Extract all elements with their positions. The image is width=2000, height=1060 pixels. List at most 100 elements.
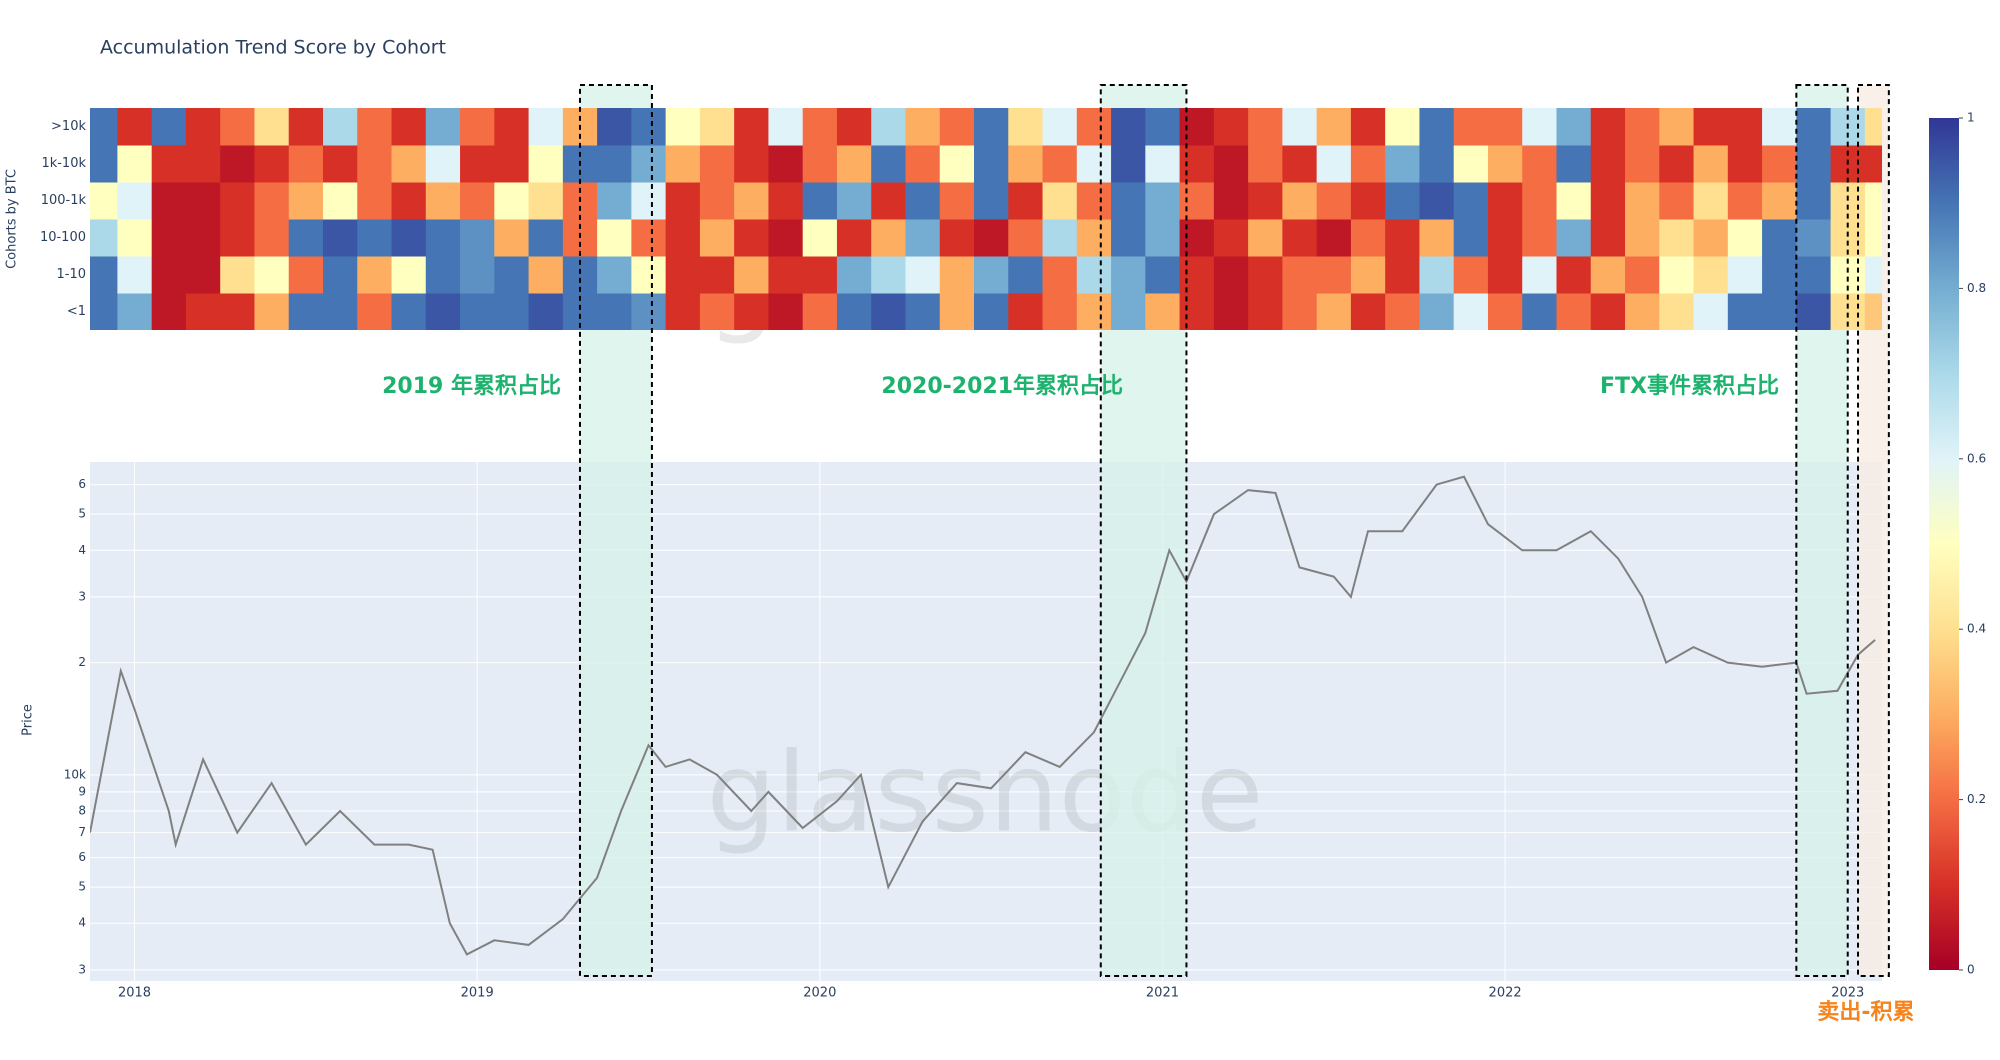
heatmap-cell [1693,219,1729,257]
heatmap-cell [90,145,118,183]
heatmap-cell [836,219,872,257]
heatmap-cell [974,219,1009,257]
y-tick-label: 100-1k [41,193,87,208]
heatmap-cell [151,182,187,220]
heatmap-cell [1042,145,1078,183]
heatmap-cell [1419,293,1455,330]
heatmap-cell [1864,256,1882,294]
heatmap-cell [905,145,941,183]
heatmap-cell [1487,293,1523,330]
heatmap-cell [1145,293,1181,330]
heatmap-cell [117,293,153,330]
heatmap-cell [254,108,290,146]
heatmap-cell [90,182,118,220]
heatmap-cell [1864,219,1882,257]
heatmap-cell [1076,256,1112,294]
heatmap-cell [90,293,118,330]
heatmap-cell [1350,108,1386,146]
y-tick-label: 3 [78,589,86,603]
heatmap-cell [1282,256,1318,294]
heatmap-cell [1659,293,1695,330]
heatmap-cell [1522,182,1557,220]
y-tick-label: 10k [64,767,86,781]
heatmap-cell [425,145,461,183]
heatmap-cell [1008,219,1044,257]
heatmap-cell [905,293,941,330]
x-tick-label: 2022 [1489,986,1522,1001]
heatmap-cell [699,145,735,183]
heatmap-cell [1762,256,1797,294]
heatmap-cell [1727,145,1763,183]
heatmap-cell [734,293,769,330]
heatmap-cell [1076,219,1112,257]
heatmap-cell [288,256,324,294]
heatmap-cell [699,182,735,220]
price-line [90,475,1876,956]
heatmap-cell [836,108,872,146]
heatmap-cell [1659,219,1695,257]
heatmap-cell [1522,293,1557,330]
heatmap-cell [1213,293,1249,330]
heatmap-cell [1111,182,1146,220]
heatmap-cell [939,145,975,183]
heatmap-cell [1727,219,1763,257]
heatmap-cell [117,256,153,294]
heatmap-cell [1693,145,1729,183]
heatmap-cell [1008,182,1044,220]
heatmap-cell [357,108,393,146]
heatmap-cell [1625,108,1660,146]
heatmap-cell [1248,256,1283,294]
heatmap-cell [905,256,941,294]
heatmap-cell [1213,219,1249,257]
colorbar-tick-label: 0 [1967,963,1975,977]
heatmap-cell [220,182,255,220]
heatmap-cell [665,293,701,330]
y-tick-label: 6 [78,477,86,491]
heatmap-cell [322,219,358,257]
heatmap-cell [802,293,838,330]
heatmap-cell [1248,219,1283,257]
highlight-outline [1795,84,1849,977]
heatmap-cell [1419,182,1455,220]
heatmap-cell [117,182,153,220]
heatmap-cell [665,219,701,257]
heatmap-cell [460,219,495,257]
heatmap-cell [631,182,667,220]
heatmap-cell [836,145,872,183]
highlight-outline [1857,84,1890,977]
heatmap-cell [1076,145,1112,183]
heatmap-cell [185,108,221,146]
heatmap-cell [768,108,804,146]
heatmap-cell [220,219,255,257]
heatmap-cell [905,219,941,257]
heatmap-cell [1282,182,1318,220]
heatmap-cell [528,293,564,330]
heatmap-cell [254,219,290,257]
heatmap-cell [597,108,632,146]
heatmap-cell [1248,145,1283,183]
x-tick-label: 2020 [803,986,836,1001]
y-tick-label: 5 [78,507,86,521]
heatmap-cell [631,256,667,294]
heatmap-cell [1385,145,1420,183]
plot-background [90,462,1882,981]
colorbar-tick-label: 1 [1967,111,1975,125]
heatmap-cell [1556,219,1592,257]
heatmap-cell [288,108,324,146]
heatmap-cell [1316,182,1352,220]
heatmap-cell [1042,182,1078,220]
heatmap-cell [974,293,1009,330]
heatmap-cell [1145,145,1181,183]
y-tick-label: 9 [78,784,86,798]
heatmap-cell [1213,108,1249,146]
heatmap-cell [220,256,255,294]
heatmap-cell [1145,256,1181,294]
heatmap-cell [288,219,324,257]
heatmap-cell [1625,256,1660,294]
heatmap-cell [665,108,701,146]
heatmap-cell [905,182,941,220]
heatmap-cell [357,256,393,294]
heatmap-cell [1762,293,1797,330]
y-tick-label: 10-100 [40,230,86,245]
heatmap-cell [1796,219,1832,257]
